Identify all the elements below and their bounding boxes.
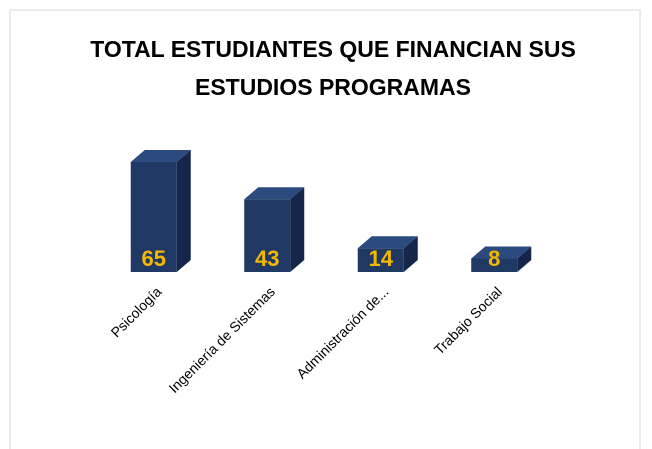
bar-front [471, 258, 518, 272]
x-tick-label: Ingeniería de Sistemas [165, 283, 278, 396]
bar-side [403, 236, 418, 272]
bar [130, 150, 191, 272]
chart-border [9, 9, 641, 449]
bar-top [244, 187, 305, 200]
bar-front [357, 248, 404, 272]
bar-side [517, 246, 532, 272]
bar [357, 236, 418, 272]
value-label: 8 [488, 246, 500, 271]
bar-top [130, 150, 191, 162]
bar-top [471, 246, 532, 259]
value-label: 43 [255, 246, 279, 271]
value-label: 65 [142, 246, 166, 271]
bar [471, 246, 532, 272]
chart-title: TOTAL ESTUDIANTES QUE FINANCIAN SUS ESTU… [90, 36, 576, 100]
bar-front [130, 162, 177, 272]
x-tick-label: Administración de... [293, 283, 391, 381]
bar-side [290, 187, 305, 272]
bar-top [357, 236, 418, 249]
x-tick-label: Trabajo Social [431, 283, 505, 357]
bar-side [176, 150, 191, 272]
bar-front [244, 199, 291, 272]
x-tick-label: Psicología [108, 283, 165, 340]
bar [244, 187, 305, 272]
value-label: 14 [369, 246, 394, 271]
